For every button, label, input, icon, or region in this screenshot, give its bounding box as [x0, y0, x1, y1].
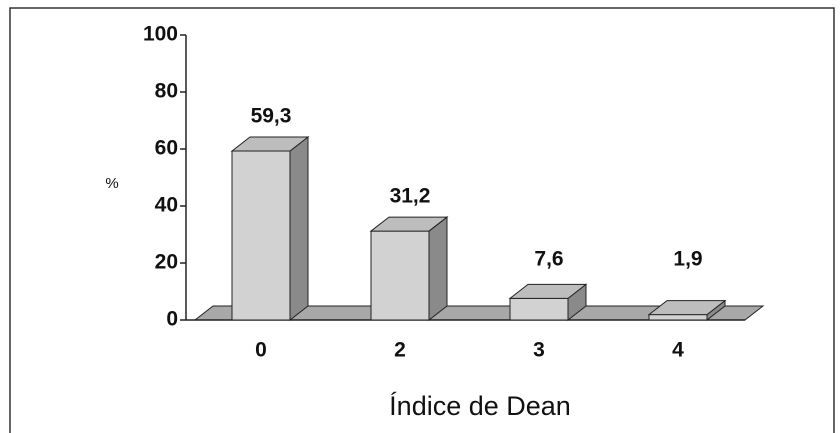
y-tick-label: 80	[155, 80, 178, 103]
value-label: 31,2	[390, 185, 431, 208]
bar-top	[369, 216, 449, 232]
y-tick-label: 60	[155, 137, 178, 160]
x-tick-label: 0	[255, 339, 267, 362]
x-tick-label: 3	[533, 339, 545, 362]
value-label: 7,6	[534, 248, 563, 271]
bar-side	[289, 135, 309, 322]
bar-front	[509, 297, 569, 321]
bar-front	[648, 314, 708, 321]
bar-top	[508, 283, 588, 299]
value-label: 59,3	[251, 105, 292, 128]
x-axis-label: Índice de Dean	[389, 391, 571, 421]
x-tick-label: 4	[672, 339, 684, 362]
y-axis-label: %	[105, 175, 118, 192]
y-tick-label: 20	[155, 251, 178, 274]
y-tick-label: 0	[166, 308, 178, 331]
bar-front	[231, 150, 291, 321]
bar-top	[230, 136, 310, 152]
bar-front	[370, 230, 430, 321]
y-tick-label: 100	[143, 23, 178, 46]
x-tick-label: 2	[394, 339, 406, 362]
y-tick-label: 40	[155, 194, 178, 217]
bar-top	[647, 300, 727, 316]
value-label: 1,9	[673, 248, 702, 271]
bar-side	[428, 216, 448, 322]
